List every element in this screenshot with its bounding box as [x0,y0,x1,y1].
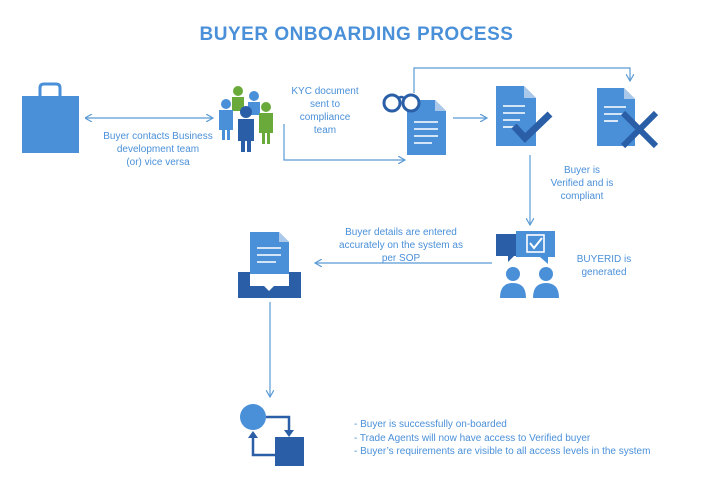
chat-verification-icon [496,231,559,298]
connector-team-kyc [283,124,404,160]
buyerid-label: BUYERID is generated [576,254,632,278]
outcome-item: - Trade Agents will now have access to V… [354,432,591,444]
shopping-bag-icon [22,82,79,153]
outcome-item: - Buyer is successfully on-boarded [354,419,507,430]
inbox-download-icon [238,232,301,298]
kyc-label: KYC document sent to compliance team [291,86,359,136]
details-label: Buyer details are entered accurately on … [339,227,463,264]
document-reject-icon [597,88,659,149]
workflow-cycle-icon [240,404,304,466]
connector-kyc-reject [413,67,630,93]
buyer-contact-label: Buyer contacts Business development team… [103,131,213,168]
team-group-icon [219,86,273,152]
outcome-item: - Buyer’s requirements are visible to al… [354,446,651,457]
glasses-document-icon [382,93,446,155]
document-check-icon [496,86,553,146]
verified-label: Buyer is Verified and is compliant [550,165,614,202]
outcome-notes: - Buyer is successfully on-boarded - Tra… [354,418,650,459]
page-title: BUYER ONBOARDING PROCESS [199,24,514,45]
